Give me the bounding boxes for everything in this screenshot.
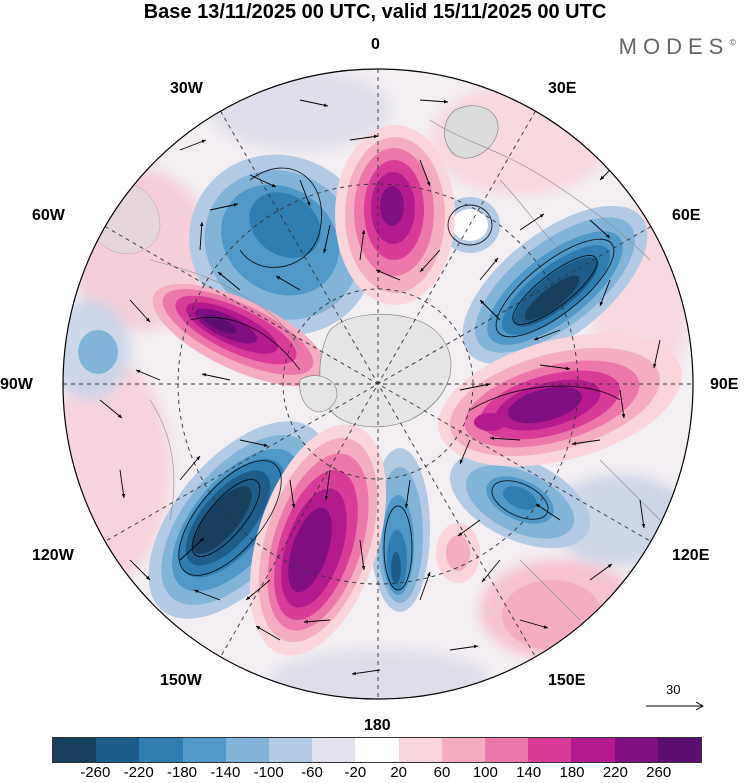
colorbar-tick-label: -100 xyxy=(253,764,284,781)
colorbar-segment xyxy=(182,738,226,762)
colorbar-tick-label: -220 xyxy=(123,764,154,781)
reference-vector-value: 30 xyxy=(666,682,681,697)
colorbar-tick-label: 140 xyxy=(516,764,542,781)
negative-anomaly-canada xyxy=(78,330,118,374)
negative-anomaly-east-asia xyxy=(449,451,591,549)
colorbar xyxy=(52,737,702,763)
brand-registered-mark: © xyxy=(729,37,736,48)
lon-label-30e: 30E xyxy=(548,80,577,97)
negative-anomalies xyxy=(78,154,648,619)
colorbar-tick-label: 180 xyxy=(559,764,585,781)
colorbar-segment xyxy=(312,738,356,762)
colorbar-segment xyxy=(614,738,658,762)
colorbar-segment xyxy=(53,738,97,762)
lon-label-180: 180 xyxy=(364,717,391,734)
colorbar-ticks: -260 -220 -180 -140 -100 -60 -20 20 60 100 140 180 2… xyxy=(52,764,702,783)
lon-label-60e: 60E xyxy=(672,207,701,224)
colorbar-tick-label: -260 xyxy=(80,764,111,781)
negative-anomaly-siberia xyxy=(462,205,648,365)
positive-anomaly-west-pacific xyxy=(502,580,602,650)
colorbar-tick-label: 260 xyxy=(646,764,672,781)
positive-anomaly-sea-of-okhotsk xyxy=(436,523,480,583)
lon-label-90w: 90W xyxy=(0,376,33,393)
lon-label-120e: 120E xyxy=(672,547,710,564)
colorbar-segment xyxy=(398,738,442,762)
height-contours xyxy=(178,167,621,591)
colorbar-tick-label: 220 xyxy=(602,764,628,781)
lon-label-30w: 30W xyxy=(170,80,203,97)
colorbar-segment xyxy=(139,738,183,762)
brand-name: MODES xyxy=(618,34,730,59)
colorbar-segment xyxy=(571,738,615,762)
colorbar-tick-label: 60 xyxy=(433,764,451,781)
lon-label-150e: 150E xyxy=(548,672,586,689)
wind-vectors xyxy=(99,99,661,687)
map-title: Base 13/11/2025 00 UTC, valid 15/11/2025… xyxy=(143,1,607,23)
colorbar-tick-label: 20 xyxy=(390,764,407,781)
lon-label-60w: 60W xyxy=(32,207,65,224)
colorbar-tick-label: -60 xyxy=(301,764,323,781)
colorbar-segment xyxy=(441,738,486,762)
colorbar-segment xyxy=(528,738,572,762)
colorbar-tick-label: -140 xyxy=(210,764,241,781)
lon-label-0: 0 xyxy=(371,36,380,53)
brand-logo: MODES© xyxy=(619,34,736,60)
colorbar-tick-label: 100 xyxy=(472,764,498,781)
map-boundary xyxy=(62,68,694,700)
colorbar-tick-label: -180 xyxy=(166,764,198,781)
lon-label-120w: 120W xyxy=(32,547,74,564)
positive-anomaly-greenland-sea xyxy=(335,125,455,305)
lon-label-150w: 150W xyxy=(160,672,202,689)
colorbar-segment xyxy=(355,738,399,762)
colorbar-segment xyxy=(657,738,702,762)
negative-anomaly-north-pacific xyxy=(148,421,328,619)
colorbar-segment xyxy=(485,738,529,762)
reference-vector: 30 xyxy=(644,682,706,712)
positive-anomaly-canada xyxy=(152,283,328,387)
lon-label-90e: 90E xyxy=(710,376,739,393)
colorbar-segment xyxy=(269,738,313,762)
graticule xyxy=(63,69,693,699)
colorbar-segment xyxy=(96,738,140,762)
colorbar-tick-label: -20 xyxy=(344,764,367,781)
negative-anomaly-north-atlantic xyxy=(189,154,375,336)
coastlines xyxy=(149,119,661,621)
reference-arrow-icon xyxy=(646,701,705,711)
colorbar-segment xyxy=(225,738,270,762)
